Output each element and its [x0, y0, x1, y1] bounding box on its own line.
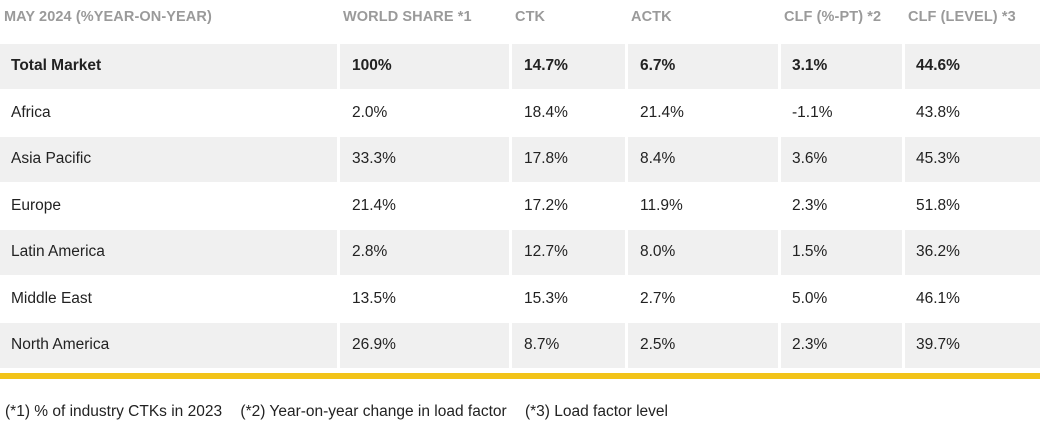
column-divider	[509, 42, 512, 373]
cell-clf-pt: 3.1%	[792, 57, 828, 75]
cell-world-share: 21.4%	[352, 196, 396, 214]
footnote-1: (*1) % of industry CTKs in 2023	[5, 403, 223, 420]
header-world-share: WORLD SHARE *1	[343, 9, 472, 25]
table-row: Europe 21.4% 17.2% 11.9% 2.3% 51.8%	[0, 181, 1040, 229]
table-row: Africa 2.0% 18.4% 21.4% -1.1% 43.8%	[0, 88, 1040, 136]
column-divider	[778, 42, 781, 373]
cell-clf-level: 39.7%	[916, 336, 960, 354]
cell-clf-level: 51.8%	[916, 196, 960, 214]
table-header: MAY 2024 (%YEAR-ON-YEAR) WORLD SHARE *1 …	[0, 0, 1040, 42]
table-row: North America 26.9% 8.7% 2.5% 2.3% 39.7%	[0, 321, 1040, 368]
cell-world-share: 2.0%	[352, 103, 388, 121]
table-row: Latin America 2.8% 12.7% 8.0% 1.5% 36.2%	[0, 228, 1040, 275]
cell-ctk: 15.3%	[524, 289, 568, 307]
data-table: MAY 2024 (%YEAR-ON-YEAR) WORLD SHARE *1 …	[0, 0, 1040, 368]
cell-ctk: 14.7%	[524, 57, 568, 75]
cell-world-share: 33.3%	[352, 150, 396, 168]
footnotes: (*1) % of industry CTKs in 2023 (*2) Yea…	[5, 403, 682, 421]
header-ctk: CTK	[515, 9, 546, 25]
cell-ctk: 18.4%	[524, 103, 568, 121]
cell-actk: 2.5%	[640, 336, 676, 354]
cell-clf-pt: 5.0%	[792, 289, 828, 307]
cell-ctk: 12.7%	[524, 243, 568, 261]
cell-actk: 8.4%	[640, 150, 676, 168]
cell-clf-level: 36.2%	[916, 243, 960, 261]
table-row-total: Total Market 100% 14.7% 6.7% 3.1% 44.6%	[0, 42, 1040, 89]
header-clf-level: CLF (LEVEL) *3	[908, 9, 1016, 25]
footnote-2: (*2) Year-on-year change in load factor	[240, 403, 507, 420]
cell-clf-pt: 2.3%	[792, 196, 828, 214]
cell-actk: 6.7%	[640, 57, 676, 75]
cell-ctk: 8.7%	[524, 336, 560, 354]
cell-ctk: 17.2%	[524, 196, 568, 214]
cell-region: Africa	[11, 103, 51, 121]
cell-actk: 8.0%	[640, 243, 676, 261]
cell-clf-pt: 2.3%	[792, 336, 828, 354]
cell-clf-level: 46.1%	[916, 289, 960, 307]
cell-world-share: 26.9%	[352, 336, 396, 354]
cell-region: North America	[11, 336, 110, 354]
table-row: Asia Pacific 33.3% 17.8% 8.4% 3.6% 45.3%	[0, 135, 1040, 182]
cell-region: Asia Pacific	[11, 150, 92, 168]
accent-bar	[0, 373, 1040, 379]
cell-actk: 21.4%	[640, 103, 684, 121]
cell-actk: 11.9%	[640, 196, 683, 214]
cell-ctk: 17.8%	[524, 150, 568, 168]
cell-clf-pt: -1.1%	[792, 103, 833, 121]
cell-clf-level: 45.3%	[916, 150, 960, 168]
cell-region: Latin America	[11, 243, 105, 261]
cell-clf-pt: 1.5%	[792, 243, 828, 261]
cell-world-share: 2.8%	[352, 243, 388, 261]
header-period: MAY 2024 (%YEAR-ON-YEAR)	[4, 9, 212, 25]
cell-world-share: 100%	[352, 57, 392, 75]
column-divider	[902, 42, 905, 373]
header-actk: ACTK	[631, 9, 672, 25]
cell-region: Total Market	[11, 57, 102, 75]
column-divider	[625, 42, 628, 373]
cell-region: Europe	[11, 196, 61, 214]
cell-region: Middle East	[11, 289, 92, 307]
cell-clf-level: 43.8%	[916, 103, 960, 121]
cell-actk: 2.7%	[640, 289, 676, 307]
cell-clf-pt: 3.6%	[792, 150, 828, 168]
cell-clf-level: 44.6%	[916, 57, 960, 75]
footnote-3: (*3) Load factor level	[524, 403, 668, 420]
column-divider	[337, 42, 340, 373]
table-row: Middle East 13.5% 15.3% 2.7% 5.0% 46.1%	[0, 274, 1040, 322]
header-clf-pt: CLF (%-PT) *2	[784, 9, 882, 25]
cell-world-share: 13.5%	[352, 289, 396, 307]
